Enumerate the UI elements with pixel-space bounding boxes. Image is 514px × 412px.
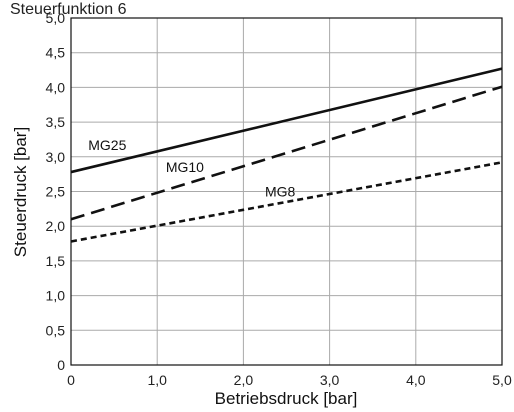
x-tick-label: 4,0: [406, 372, 426, 388]
x-tick-label: 3,0: [320, 372, 340, 388]
y-tick-label: 2,0: [46, 218, 66, 234]
y-tick-label: 3,0: [46, 149, 66, 165]
y-tick-label: 4,0: [46, 79, 66, 95]
series-labels: MG25 MG10 MG8: [88, 137, 295, 199]
x-tick-label: 0: [67, 372, 75, 388]
x-tick-label: 5,0: [492, 372, 512, 388]
y-tick-label: 0: [57, 357, 65, 373]
series-line-mg8: [70, 161, 503, 243]
x-axis-label: Betriebsdruck [bar]: [215, 389, 358, 408]
y-tick-label: 0,5: [46, 322, 66, 338]
y-tick-label: 5,0: [46, 10, 66, 26]
y-tick-label: 4,5: [46, 45, 66, 61]
y-tick-label: 3,5: [46, 114, 66, 130]
y-tick-label: 1,0: [46, 288, 66, 304]
y-tick-label: 2,5: [46, 184, 66, 200]
series-label-mg8: MG8: [265, 183, 296, 199]
plot-frame: [70, 17, 503, 366]
x-tick-label: 1,0: [147, 372, 167, 388]
series-lines: [70, 67, 503, 243]
series-label-mg25: MG25: [88, 137, 126, 153]
x-tick-label: 2,0: [234, 372, 254, 388]
y-axis-label: Steuerdruck [bar]: [11, 127, 30, 257]
grid-lines: [71, 18, 502, 365]
y-axis-ticks: 0 0,5 1,0 1,5 2,0 2,5 3,0 3,5 4,0 4,5 5,0: [46, 10, 66, 373]
x-axis-ticks: 0 1,0 2,0 3,0 4,0 5,0: [67, 372, 512, 388]
chart-title: Steuerfunktion 6: [10, 1, 127, 18]
y-tick-label: 1,5: [46, 253, 66, 269]
series-label-mg10: MG10: [166, 159, 204, 175]
series-line-mg10: [70, 85, 503, 221]
series-line-mg25: [70, 67, 503, 174]
